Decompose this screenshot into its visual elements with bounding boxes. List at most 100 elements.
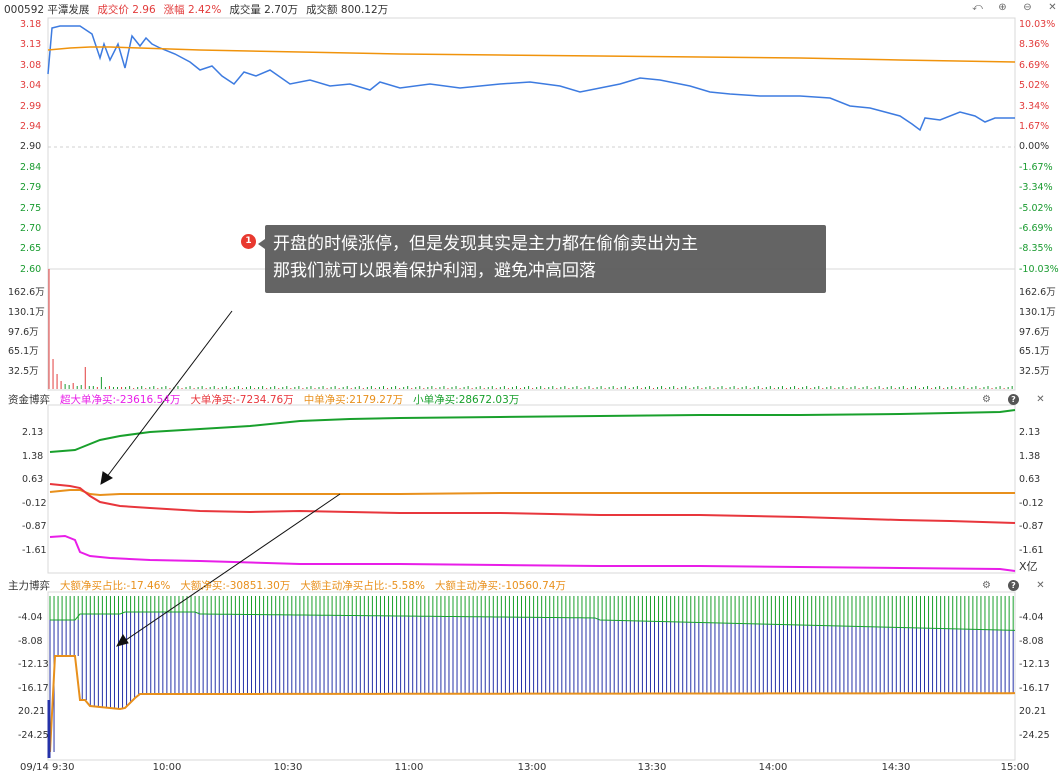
axis-tick-label: 20.21 bbox=[18, 706, 46, 717]
axis-tick-label: 0.00% bbox=[1019, 141, 1050, 153]
annotation-badge[interactable]: 1 bbox=[241, 234, 256, 249]
fund-panel-tools: ⚙ ? ✕ bbox=[981, 393, 1056, 405]
time-tick-label: 09/14 9:30 bbox=[20, 762, 75, 773]
price-label: 成交价 2.96 bbox=[97, 3, 156, 16]
axis-tick-label: 3.13 bbox=[20, 39, 42, 51]
time-tick-label: 10:30 bbox=[273, 762, 303, 773]
change-label: 涨幅 2.42% bbox=[163, 3, 222, 16]
axis-tick-label: 130.1万 bbox=[8, 306, 45, 318]
axis-tick-label: -24.25 bbox=[1019, 729, 1050, 741]
axis-tick-label: 130.1万 bbox=[1019, 306, 1056, 318]
axis-tick-label: 2.70 bbox=[20, 223, 42, 234]
axis-tick-label: 32.5万 bbox=[8, 366, 39, 378]
axis-tick-label: 0.63 bbox=[22, 474, 44, 485]
large-active-amount: 大额主动净买:-10560.74万 bbox=[435, 579, 566, 592]
axis-tick-label: -12.13 bbox=[18, 659, 49, 670]
axis-tick-label: 1.38 bbox=[1019, 450, 1041, 462]
time-tick-label: 13:00 bbox=[517, 762, 547, 773]
axis-tick-label: 3.34% bbox=[1019, 100, 1050, 112]
main-panel-title: 主力博弈 bbox=[8, 579, 50, 592]
help-icon[interactable]: ? bbox=[1008, 579, 1019, 591]
axis-tick-label: 2.60 bbox=[20, 263, 42, 275]
medium-order-line bbox=[49, 489, 1015, 497]
axis-tick-label: 162.6万 bbox=[1019, 287, 1056, 298]
axis-tick-label: 2.13 bbox=[1019, 427, 1041, 438]
axis-tick-label: 5.02% bbox=[1019, 80, 1050, 92]
time-tick-label: 11:00 bbox=[394, 762, 424, 773]
header-toolbar: ⤺ ⊕ ⊖ ✕ bbox=[964, 2, 1058, 13]
axis-tick-label: 2.84 bbox=[20, 161, 42, 173]
axis-tick-label: -1.61 bbox=[22, 544, 47, 556]
axis-tick-label: -8.08 bbox=[18, 635, 43, 647]
large-order-line bbox=[49, 483, 1016, 524]
close-icon[interactable]: ✕ bbox=[1048, 2, 1057, 13]
axis-tick-label: -5.02% bbox=[1019, 202, 1053, 214]
medium-net-buy: 中单净买:2179.27万 bbox=[303, 393, 404, 406]
axis-tick-label: -1.61 bbox=[1019, 544, 1044, 556]
axis-tick-label: 1.38 bbox=[22, 450, 44, 462]
axis-tick-label: -16.17 bbox=[1019, 682, 1050, 694]
back-icon[interactable]: ⤺ bbox=[972, 2, 983, 13]
average-price-line bbox=[47, 46, 1016, 63]
axis-tick-label: 2.99 bbox=[20, 100, 42, 112]
axis-tick-label: 10.03% bbox=[1019, 19, 1056, 30]
main-force-chart bbox=[47, 596, 1016, 758]
volume-chart bbox=[48, 269, 1013, 389]
axis-tick-label: 1.67% bbox=[1019, 121, 1050, 132]
small-order-line bbox=[49, 409, 1016, 453]
axis-tick-label: -8.08 bbox=[1019, 635, 1044, 647]
axis-tick-label: 2.13 bbox=[22, 427, 44, 438]
close-icon[interactable]: ✕ bbox=[1036, 393, 1045, 405]
gear-icon[interactable]: ⚙ bbox=[982, 393, 991, 405]
axis-tick-label: 8.36% bbox=[1019, 39, 1050, 51]
axis-tick-label: -3.34% bbox=[1019, 182, 1053, 194]
fund-unit-label: X亿 bbox=[1019, 560, 1038, 573]
zoom-out-icon[interactable]: ⊖ bbox=[1023, 2, 1032, 13]
axis-tick-label: 97.6万 bbox=[8, 326, 39, 338]
axis-tick-label: 6.69% bbox=[1019, 59, 1050, 71]
super-large-order-line bbox=[49, 534, 1016, 572]
annotation-line-2: 那我们就可以跟着保护利润，避免冲高回落 bbox=[273, 261, 596, 281]
axis-tick-label: 3.18 bbox=[20, 19, 42, 30]
small-net-buy: 小单净买:28672.03万 bbox=[413, 393, 520, 406]
axis-tick-label: 97.6万 bbox=[1019, 326, 1050, 338]
axis-tick-label: 20.21 bbox=[1019, 706, 1047, 717]
close-icon[interactable]: ✕ bbox=[1036, 579, 1045, 591]
main-upper-line bbox=[50, 611, 1016, 631]
axis-tick-label: -4.04 bbox=[18, 612, 43, 623]
help-icon[interactable]: ? bbox=[1008, 393, 1019, 405]
axis-tick-label: 2.90 bbox=[20, 141, 42, 153]
axis-tick-label: -1.67% bbox=[1019, 161, 1053, 173]
annotation-arrows bbox=[100, 310, 341, 647]
axis-tick-label: 2.94 bbox=[20, 121, 42, 132]
large-net-buy: 大单净买:-7234.76万 bbox=[190, 393, 294, 406]
axis-tick-label: 2.65 bbox=[20, 243, 42, 255]
main-panel-header: 主力博弈 大额净买占比:-17.46% 大额净买:-30851.30万 大额主动… bbox=[0, 577, 1064, 593]
time-tick-label: 14:00 bbox=[758, 762, 788, 773]
large-net-amount: 大额净买:-30851.30万 bbox=[180, 579, 291, 592]
large-active-ratio: 大额主动净买占比:-5.58% bbox=[300, 579, 425, 592]
large-net-ratio: 大额净买占比:-17.46% bbox=[60, 579, 171, 592]
time-tick-label: 13:30 bbox=[637, 762, 667, 773]
panel-frames bbox=[47, 17, 1016, 761]
gear-icon[interactable]: ⚙ bbox=[982, 579, 991, 591]
axis-tick-label: -0.87 bbox=[1019, 521, 1044, 532]
axis-tick-label: -8.35% bbox=[1019, 243, 1053, 255]
super-large-net-buy: 超大单净买:-23616.54万 bbox=[60, 393, 181, 406]
annotation-tooltip: 开盘的时候涨停，但是发现其实是主力都在偷偷卖出为主 那我们就可以跟着保护利润，避… bbox=[265, 225, 826, 293]
axis-tick-label: -0.87 bbox=[22, 521, 47, 532]
price-chart bbox=[47, 25, 1016, 132]
axis-tick-label: 2.79 bbox=[20, 182, 42, 194]
annotation-pointer bbox=[258, 239, 265, 249]
axis-tick-label: -0.12 bbox=[1019, 497, 1044, 509]
annotation-line-1: 开盘的时候涨停，但是发现其实是主力都在偷偷卖出为主 bbox=[273, 234, 698, 254]
fund-panel-title: 资金博弈 bbox=[8, 393, 50, 406]
zoom-in-icon[interactable]: ⊕ bbox=[998, 2, 1007, 13]
main-panel-tools: ⚙ ? ✕ bbox=[981, 579, 1056, 591]
time-tick-label: 10:00 bbox=[152, 762, 182, 773]
amount-label: 成交额 800.12万 bbox=[306, 3, 389, 16]
axis-tick-label: -24.25 bbox=[18, 729, 49, 741]
quote-header: 000592 平潭发展 成交价 2.96 涨幅 2.42% 成交量 2.70万 … bbox=[0, 0, 1064, 18]
axis-tick-label: 65.1万 bbox=[8, 346, 39, 358]
